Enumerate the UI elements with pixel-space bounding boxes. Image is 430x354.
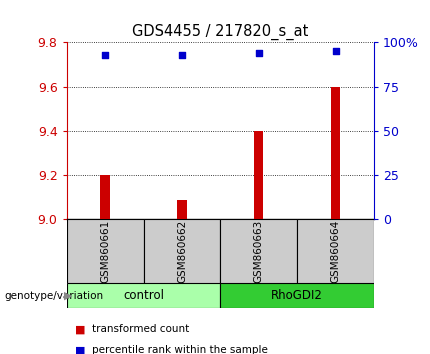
- Bar: [221, 219, 297, 283]
- Bar: [67, 283, 221, 308]
- Text: ■: ■: [75, 346, 86, 354]
- Text: GSM860663: GSM860663: [254, 220, 264, 283]
- Bar: [177, 200, 187, 219]
- Text: GSM860662: GSM860662: [177, 220, 187, 283]
- Bar: [144, 219, 221, 283]
- Bar: [254, 131, 264, 219]
- Point: [178, 52, 185, 58]
- Text: GSM860664: GSM860664: [331, 220, 341, 283]
- Bar: [297, 219, 374, 283]
- Point: [332, 48, 339, 54]
- Text: control: control: [123, 289, 164, 302]
- Point: [255, 50, 262, 56]
- Text: genotype/variation: genotype/variation: [4, 291, 104, 301]
- Text: ▶: ▶: [64, 291, 72, 301]
- Text: percentile rank within the sample: percentile rank within the sample: [92, 346, 268, 354]
- Text: RhoGDI2: RhoGDI2: [271, 289, 323, 302]
- Text: ■: ■: [75, 324, 86, 334]
- Text: transformed count: transformed count: [92, 324, 190, 334]
- Bar: [221, 283, 374, 308]
- Point: [101, 52, 108, 58]
- Bar: [331, 87, 340, 219]
- Text: GSM860661: GSM860661: [100, 220, 110, 283]
- Bar: [67, 219, 144, 283]
- Title: GDS4455 / 217820_s_at: GDS4455 / 217820_s_at: [132, 23, 309, 40]
- Bar: [101, 175, 110, 219]
